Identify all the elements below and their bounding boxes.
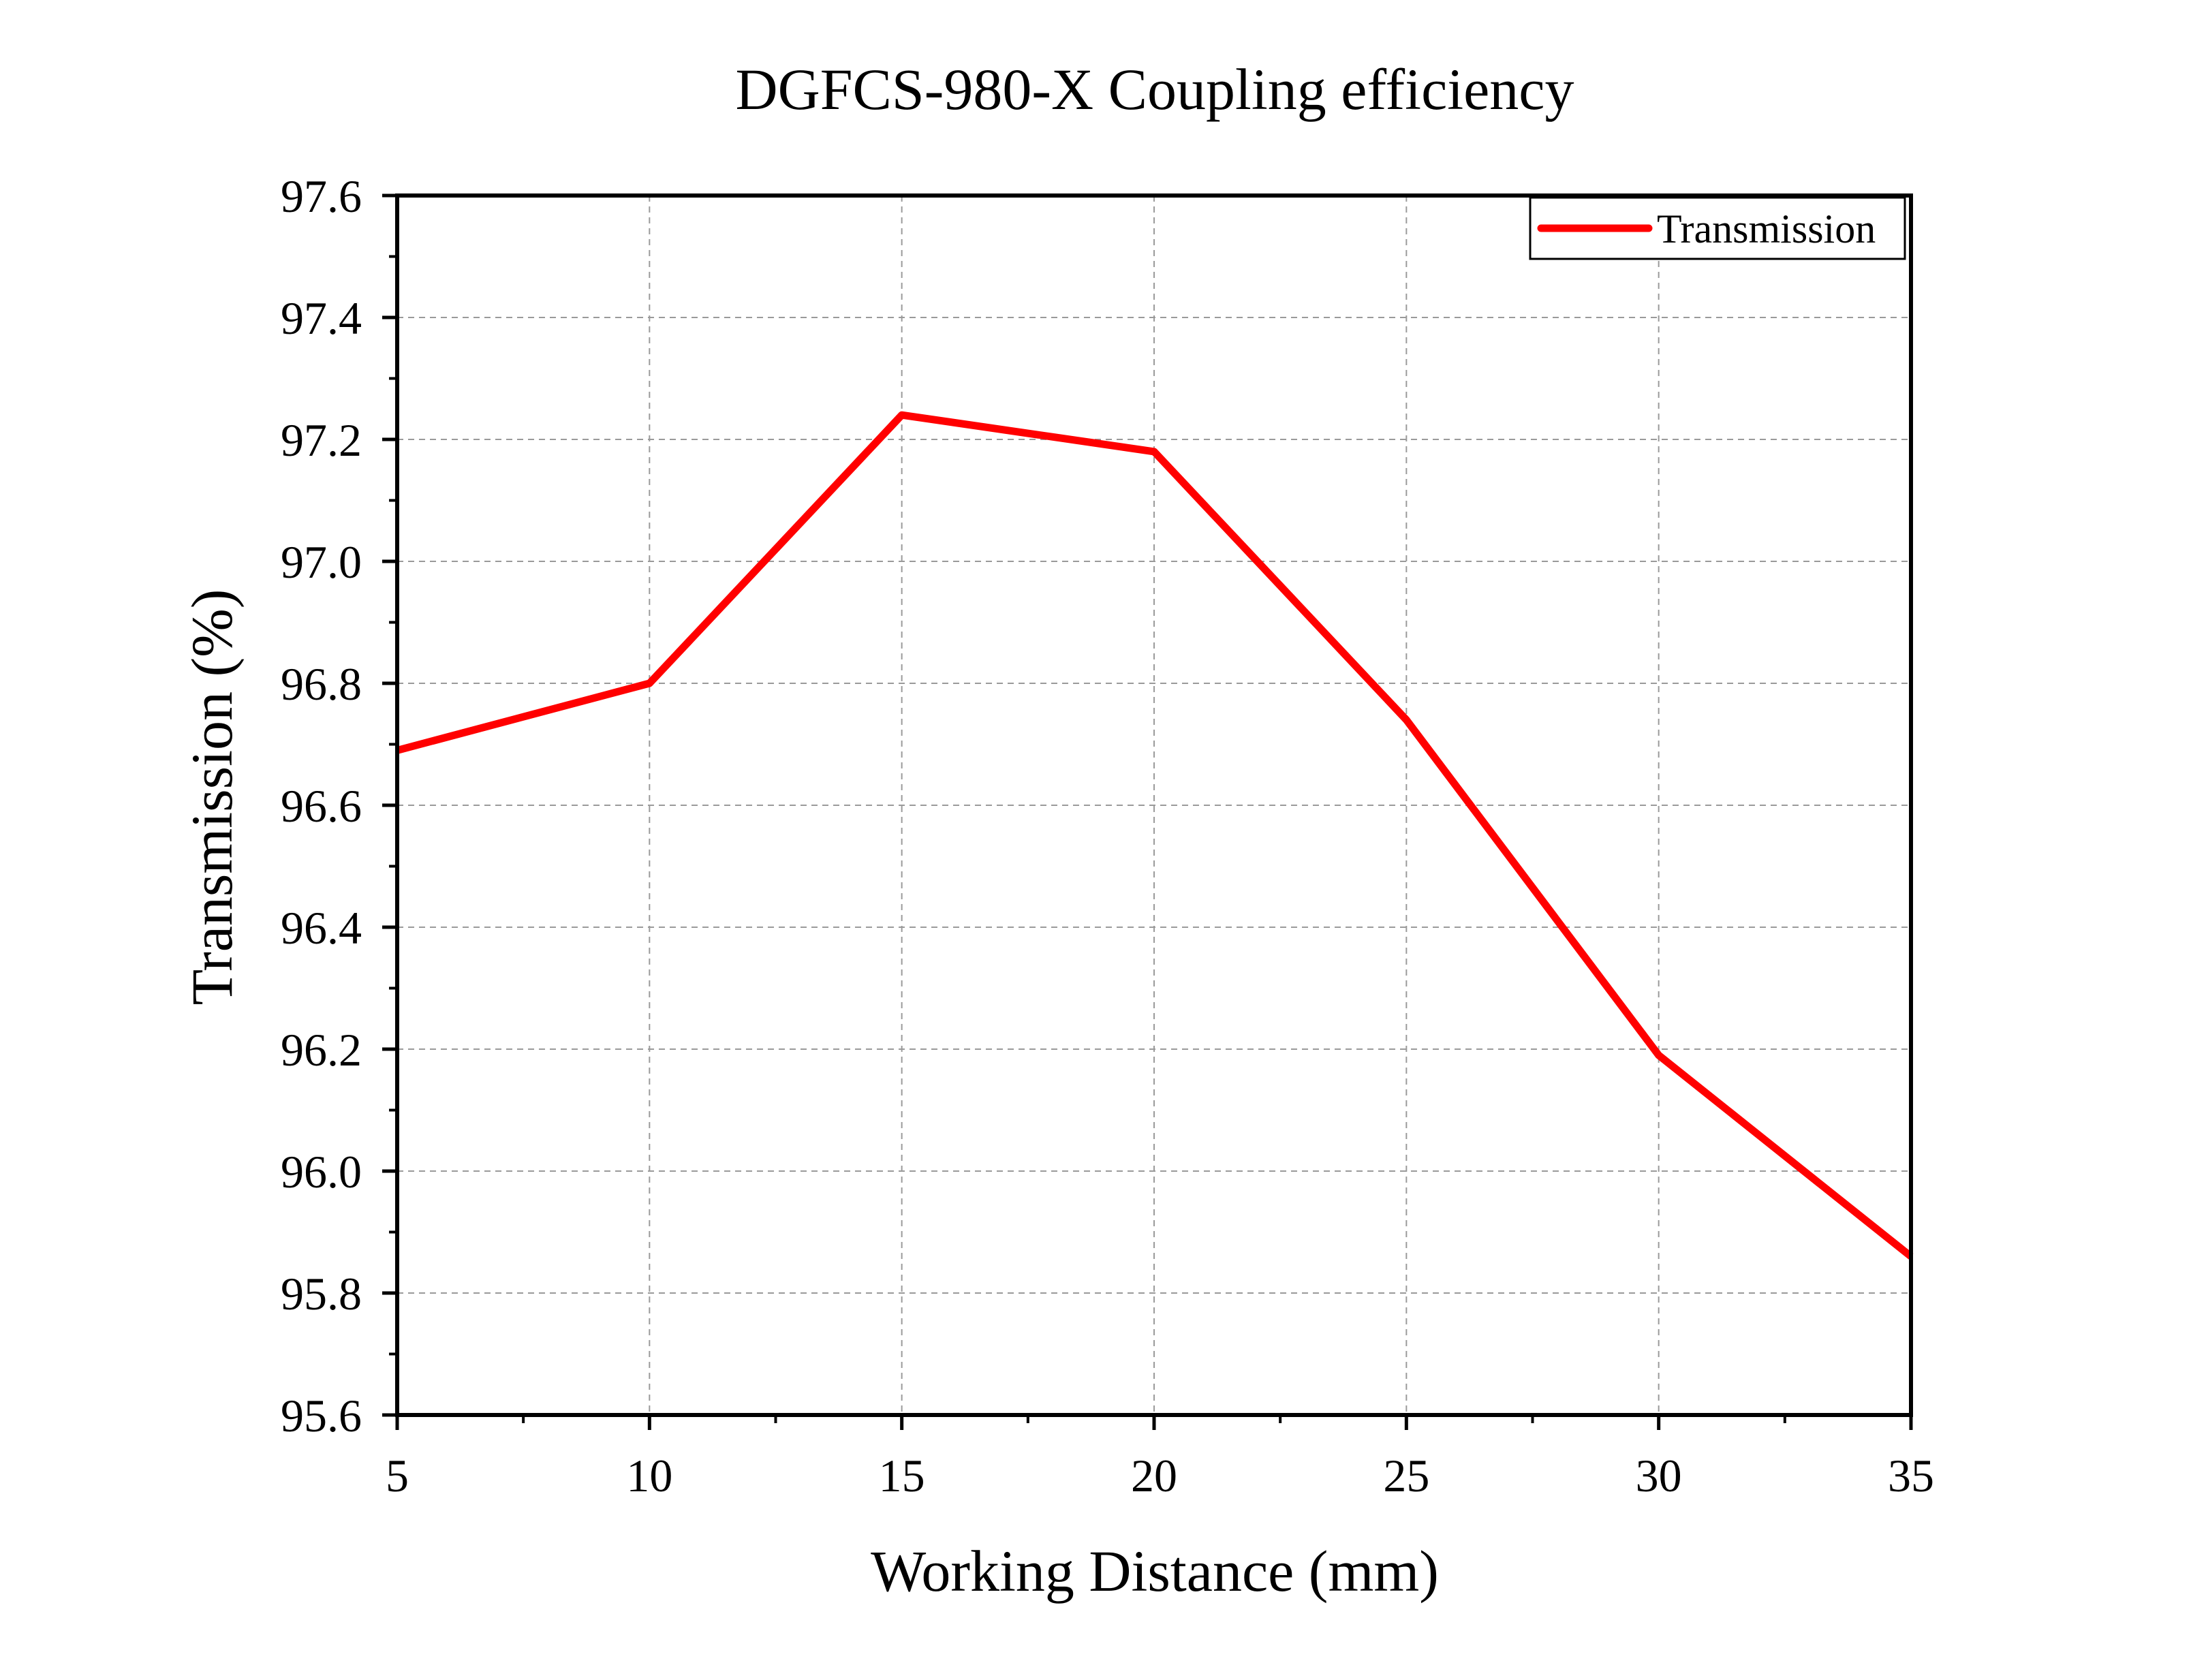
data-point xyxy=(649,683,650,684)
y-tick-label: 96.0 xyxy=(281,1146,362,1198)
y-tick-label: 96.6 xyxy=(281,780,362,832)
series-line-transmission xyxy=(396,411,1914,1260)
grid-lines xyxy=(397,196,1911,1415)
ticks: 5 10 15 20 25 30 35 95.6 95.8 96.0 96.2 96.4 96.6 96.… xyxy=(281,170,1934,1502)
y-tick-label: 96.8 xyxy=(281,658,362,710)
x-tick-label: 10 xyxy=(626,1450,672,1502)
data-point xyxy=(1153,451,1155,452)
x-tick-label: 5 xyxy=(386,1450,409,1502)
x-axis-title: Working Distance (mm) xyxy=(871,1538,1439,1604)
data-point xyxy=(1405,719,1407,721)
y-axis-title: Transmission (%) xyxy=(179,589,245,1006)
chart-title: DGFCS-980-X Coupling efficiency xyxy=(736,57,1574,122)
x-tick-label: 15 xyxy=(879,1450,925,1502)
y-tick-label: 96.4 xyxy=(281,902,362,954)
series-layer xyxy=(396,411,1914,1260)
legend-label: Transmission xyxy=(1657,206,1876,251)
y-tick-label: 95.8 xyxy=(281,1268,362,1320)
data-point xyxy=(901,414,903,416)
y-tick-label: 97.4 xyxy=(281,292,362,344)
y-tick-label: 97.2 xyxy=(281,414,362,466)
y-tick-label: 95.6 xyxy=(281,1390,362,1442)
y-tick-label: 97.6 xyxy=(281,170,362,222)
y-tick-label: 97.0 xyxy=(281,536,362,588)
y-tick-label: 96.2 xyxy=(281,1024,362,1076)
x-tick-label: 35 xyxy=(1888,1450,1934,1502)
x-tick-label: 25 xyxy=(1383,1450,1429,1502)
x-tick-label: 20 xyxy=(1131,1450,1177,1502)
data-point xyxy=(1658,1055,1660,1056)
legend: Transmission xyxy=(1529,196,1906,260)
x-tick-label: 30 xyxy=(1636,1450,1682,1502)
